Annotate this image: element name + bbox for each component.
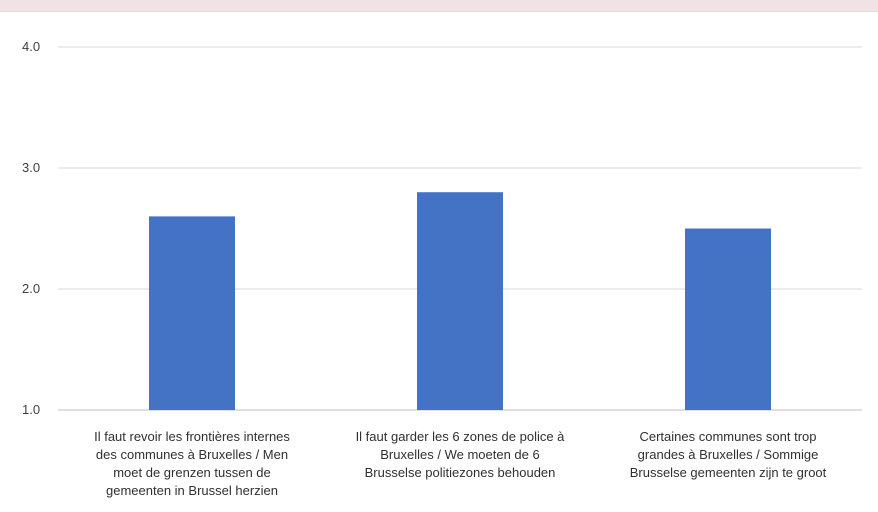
y-tick-label: 4.0 — [22, 39, 40, 54]
y-tick-label: 1.0 — [22, 402, 40, 417]
y-tick-label: 2.0 — [22, 281, 40, 296]
category-label: Brusselse politiezones behouden — [365, 465, 556, 480]
category-label: Brusselse gemeenten zijn te groot — [630, 465, 827, 480]
bar — [685, 228, 771, 410]
category-label: Il faut revoir les frontières internes — [94, 429, 290, 444]
category-label: moet de grenzen tussen de — [113, 465, 271, 480]
category-label: Bruxelles / We moeten de 6 — [380, 447, 539, 462]
y-axis-ticks: 1.0 2.0 3.0 4.0 — [22, 39, 40, 417]
category-label: Certaines communes sont trop — [639, 429, 816, 444]
category-label: des communes à Bruxelles / Men — [96, 447, 288, 462]
x-axis-labels: Il faut revoir les frontières internes de… — [94, 429, 827, 498]
bar — [417, 192, 503, 410]
bar — [149, 216, 235, 410]
category-label: Il faut garder les 6 zones de police à — [356, 429, 566, 444]
category-label: gemeenten in Brussel herzien — [106, 483, 278, 498]
category-label: grandes à Bruxelles / Sommige — [638, 447, 819, 462]
bars — [149, 192, 771, 410]
y-tick-label: 3.0 — [22, 160, 40, 175]
